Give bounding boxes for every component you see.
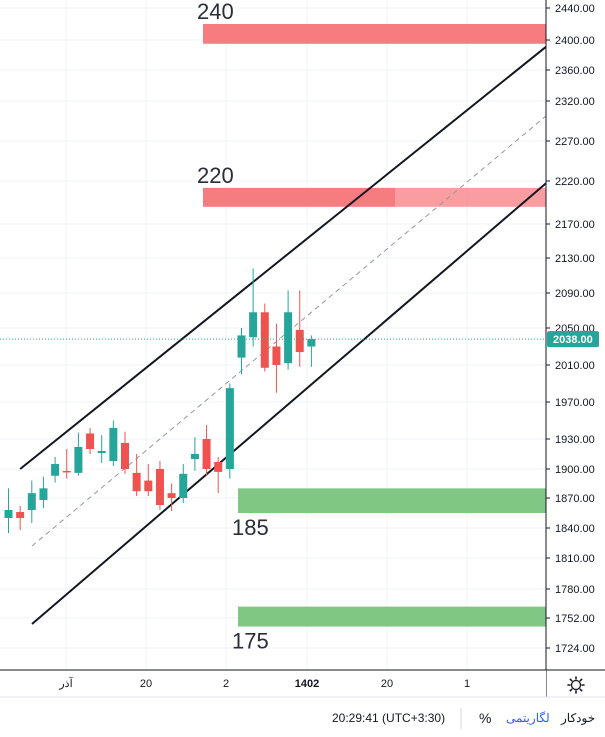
- candle-body: [295, 329, 304, 353]
- price-tick-label: 1900.00: [555, 464, 595, 476]
- candle-body: [74, 447, 83, 473]
- price-tick-label: 2220.00: [555, 176, 595, 188]
- zone-label-175: 175: [232, 629, 269, 654]
- time-tick-label: آذر: [58, 677, 73, 690]
- price-tick-label: 2170.00: [555, 219, 595, 231]
- chart-grid: [0, 0, 546, 670]
- candle-body: [4, 510, 13, 518]
- candle-body: [109, 427, 118, 461]
- last-price-tag: 2038.00: [547, 331, 599, 348]
- price-tick-label: 2440.00: [555, 3, 595, 15]
- price-tick-label: 1930.00: [555, 434, 595, 446]
- price-axis-ticks: 2440.00 2400.00 2360.00 2320.00 2270.00 2220.…: [546, 3, 595, 655]
- candles: [4, 268, 316, 533]
- last-price-tag-label: 2038.00: [553, 334, 593, 346]
- candle-body: [202, 439, 211, 469]
- zone-label-185: 185: [232, 515, 269, 540]
- footer-clock: 20:29:41 (UTC+3:30): [332, 711, 445, 725]
- time-axis-ticks: آذر 20 2 1402 20 1: [58, 677, 470, 690]
- time-tick-label: 20: [140, 678, 152, 690]
- candle-body: [225, 388, 234, 469]
- price-tick-label: 1724.00: [555, 643, 595, 655]
- candle-body: [307, 339, 316, 347]
- candle-body: [167, 493, 176, 498]
- candle-body: [144, 480, 153, 492]
- candle-body: [86, 433, 95, 449]
- price-tick-label: 2270.00: [555, 136, 595, 148]
- price-tick-label: 1780.00: [555, 584, 595, 596]
- candle-body: [16, 512, 25, 518]
- price-tick-label: 2090.00: [555, 288, 595, 300]
- candle-body: [39, 488, 48, 500]
- candle-body: [132, 472, 141, 492]
- price-tick-label: 1870.00: [555, 493, 595, 505]
- candle-body: [121, 443, 129, 469]
- price-tick-label: 1840.00: [555, 523, 595, 535]
- time-tick-label: 1: [464, 678, 470, 690]
- channel-lower-line: [31, 182, 547, 625]
- zone-175: [238, 606, 546, 627]
- zone-label-220: 220: [197, 163, 234, 188]
- zone-label-240: 240: [197, 0, 234, 24]
- price-tick-label: 2320.00: [555, 96, 595, 108]
- price-tick-label: 2010.00: [555, 360, 595, 372]
- price-tick-label: 1970.00: [555, 397, 595, 409]
- candle-body: [284, 312, 293, 364]
- percent-toggle[interactable]: %: [479, 710, 491, 726]
- price-tick-label: 1810.00: [555, 553, 595, 565]
- time-axis[interactable]: [0, 670, 546, 697]
- price-tick-label: 2360.00: [555, 65, 595, 77]
- candle-body: [190, 454, 199, 459]
- zone-220-extension: [395, 187, 546, 207]
- candle-body: [27, 493, 36, 510]
- price-tick-label: 1752.00: [555, 613, 595, 625]
- candle-body: [97, 451, 106, 453]
- settings-gear-icon[interactable]: [567, 676, 585, 694]
- candle-body: [237, 335, 246, 358]
- zone-240: [203, 24, 546, 44]
- price-tick-label: 2130.00: [555, 253, 595, 265]
- candle-body: [62, 470, 71, 473]
- candle-body: [155, 469, 164, 505]
- candle-body: [51, 464, 60, 476]
- support-resistance-zones: 240 220 185 175: [197, 0, 546, 654]
- channel-upper-line: [19, 46, 547, 470]
- candle-body: [260, 312, 269, 368]
- candle-body: [272, 346, 281, 365]
- price-tick-label: 2400.00: [555, 35, 595, 47]
- candle-body: [249, 312, 258, 338]
- candle-body: [214, 462, 223, 472]
- last-price-tag-bg: [547, 331, 599, 348]
- candle-body: [179, 473, 188, 498]
- zone-220: [203, 187, 395, 207]
- time-tick-label: 1402: [295, 678, 319, 690]
- auto-scale-toggle[interactable]: خودکار: [560, 711, 595, 725]
- zone-185: [238, 488, 546, 513]
- time-tick-label: 20: [381, 678, 393, 690]
- log-scale-toggle[interactable]: لگاریتمی: [506, 711, 550, 725]
- time-tick-label: 2: [223, 678, 229, 690]
